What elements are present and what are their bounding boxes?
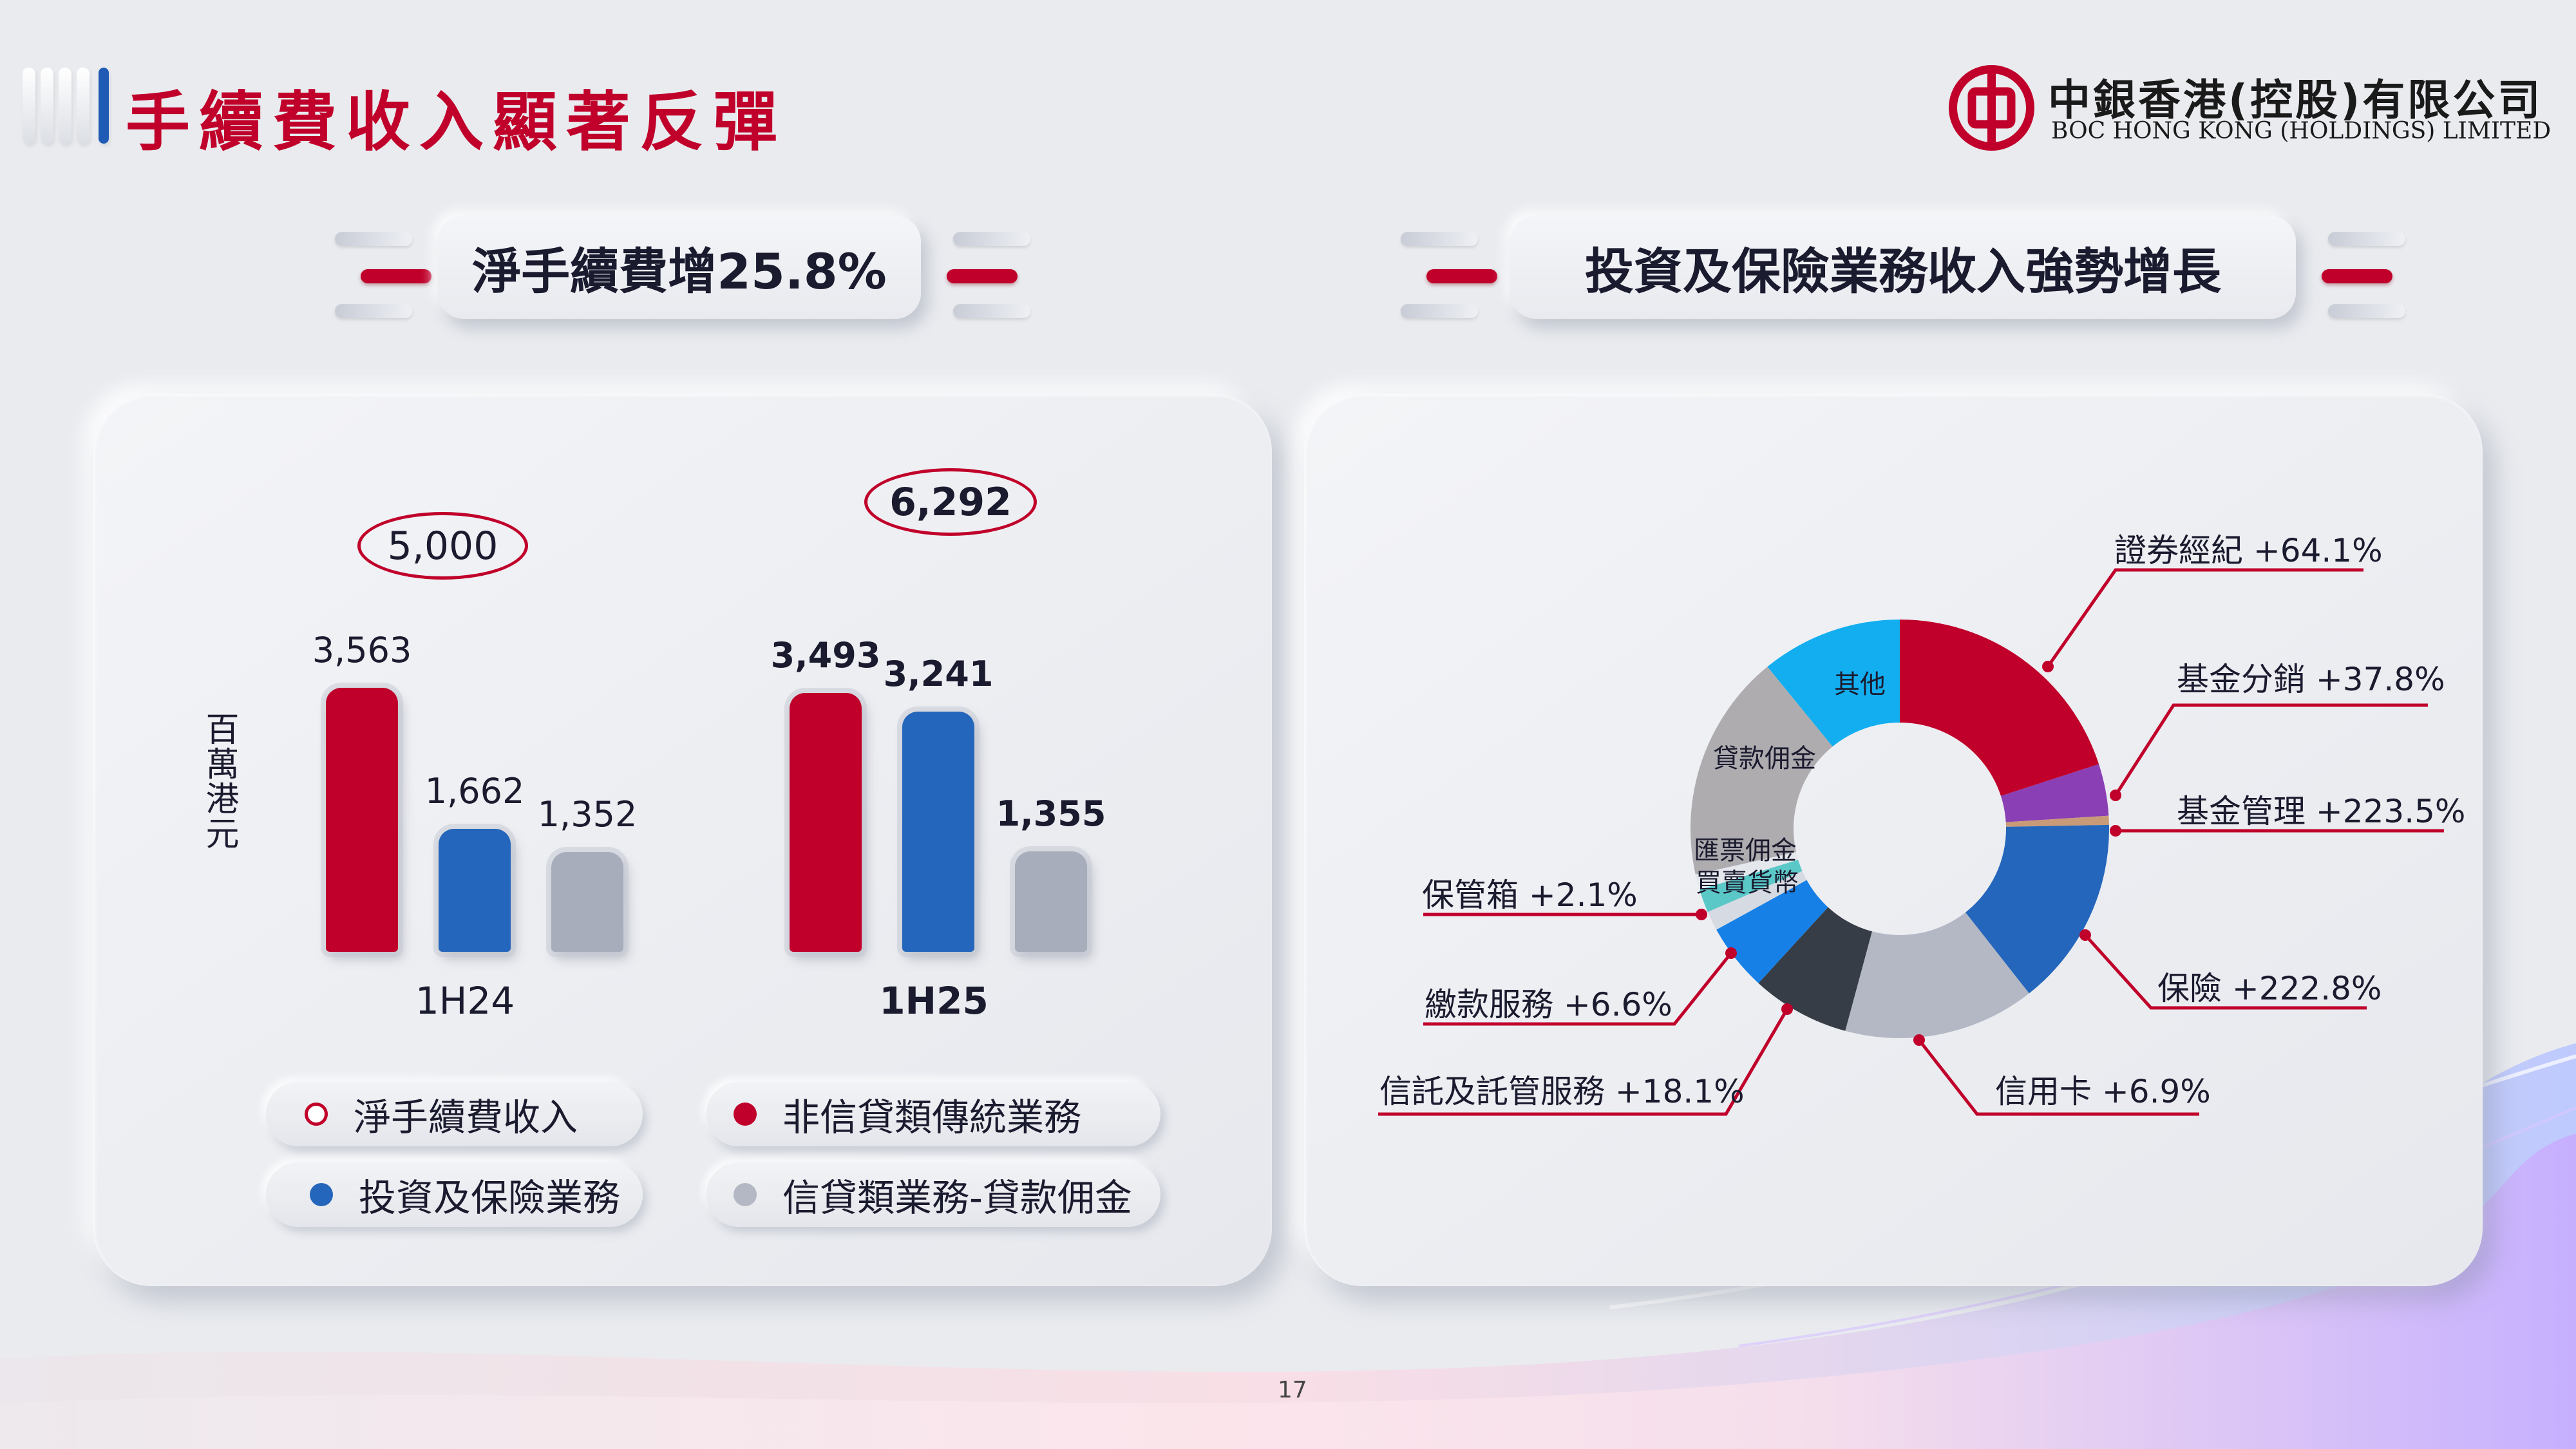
callout-line <box>2046 568 2363 668</box>
callout-line <box>1423 952 1732 1026</box>
legend-label: 淨手續費收入 <box>354 1095 578 1139</box>
donut-segment-1 <box>1900 620 2099 797</box>
donut-label: 信用卡 +6.9% <box>1995 1073 2211 1110</box>
y-axis-label: 百萬港元 <box>200 712 238 851</box>
bar-1h24-series-1 <box>326 688 398 952</box>
callout-dot <box>1913 1034 1925 1046</box>
callout-dot <box>2079 929 2091 941</box>
callout-line <box>2084 934 2367 1010</box>
donut-label: 基金分銷 +37.8% <box>2177 661 2445 698</box>
donut-segment-4 <box>1965 824 2110 994</box>
callout-dot <box>2110 825 2121 837</box>
callout-line <box>1378 1008 1789 1116</box>
legend-non-credit-traditional: 非信貸類傳統業務 <box>706 1082 1160 1146</box>
legend-hollow-dot-icon <box>305 1103 328 1126</box>
company-name-chinese: 中銀香港(控股)有限公司 <box>2048 75 2543 125</box>
callout-dot <box>1781 1003 1793 1015</box>
legend-label: 投資及保險業務 <box>359 1176 621 1220</box>
total-label-1h24: 5,000 <box>357 512 528 580</box>
bar-value-label: 1,352 <box>537 793 638 835</box>
callout-dot <box>1725 947 1737 959</box>
bar-value-label: 1,355 <box>996 793 1106 835</box>
heading-decoration-left <box>1401 232 1504 322</box>
bar-value-label: 3,563 <box>312 630 412 671</box>
page-title: 手續費收入顯著反彈 <box>126 84 786 160</box>
donut-label: 保管箱 +2.1% <box>1422 876 1638 914</box>
right-section-heading: 投資及保險業務收入強勢增長 <box>1510 216 2296 319</box>
callout-dot <box>2042 661 2054 672</box>
donut-segment-10 <box>1695 851 1799 890</box>
bar-1h24-series-3 <box>551 851 623 952</box>
legend-net-fee-income: 淨手續費收入 <box>266 1082 643 1146</box>
donut-segment-8 <box>1707 871 1807 930</box>
segment-label-loan-commission: 貸款佣金 <box>1713 744 1816 773</box>
donut-segment-11 <box>1690 667 1833 875</box>
total-label-1h25: 6,292 <box>864 468 1037 536</box>
donut-segment-7 <box>1716 880 1828 983</box>
bar-value-label: 1,662 <box>424 770 525 811</box>
title-decoration-bars <box>23 68 113 145</box>
donut-segment-3 <box>2005 815 2109 827</box>
donut-label: 基金管理 +223.5% <box>2177 793 2466 830</box>
segment-label-currency-exchange: 買賣貨幣 <box>1696 868 1799 898</box>
donut-segment-5 <box>1845 912 2029 1038</box>
bar-1h25-series-2 <box>902 712 974 952</box>
callout-dot <box>2110 790 2121 801</box>
legend-label: 信貸類業務-貸款佣金 <box>782 1176 1132 1220</box>
bar-1h25-series-3 <box>1015 851 1087 952</box>
legend-grey-dot-icon <box>734 1183 757 1206</box>
legend-investment-insurance: 投資及保險業務 <box>266 1162 643 1227</box>
bar-value-label: 3,241 <box>883 654 994 695</box>
legend-blue-dot-icon <box>310 1183 333 1206</box>
page-number: 17 <box>1278 1377 1307 1403</box>
segment-label-others: 其他 <box>1834 670 1886 699</box>
donut-segment-12 <box>1767 620 1900 747</box>
bar-value-label: 3,493 <box>770 635 881 676</box>
x-tick-1h24: 1H24 <box>415 979 515 1023</box>
bar-1h25-series-1 <box>790 693 862 952</box>
investment-insurance-panel <box>1304 394 2483 1286</box>
bar-1h24-series-2 <box>439 828 511 952</box>
segment-label-draft-commission: 匯票佣金 <box>1694 836 1797 866</box>
heading-decoration-right <box>947 232 1050 322</box>
legend-loan-commission: 信貸類業務-貸款佣金 <box>706 1162 1160 1227</box>
x-tick-1h25: 1H25 <box>879 979 989 1023</box>
donut-segment-9 <box>1700 860 1803 913</box>
donut-label: 證券經紀 +64.1% <box>2114 532 2383 569</box>
boc-logo-icon <box>1949 65 2034 151</box>
callout-line <box>2114 703 2428 797</box>
left-section-heading: 淨手續費增25.8% <box>438 216 921 319</box>
heading-decoration-left <box>335 232 438 322</box>
donut-label: 保險 +222.8% <box>2157 970 2382 1007</box>
donut-segment-2 <box>2000 764 2109 822</box>
legend-red-dot-icon <box>734 1103 757 1126</box>
callout-line <box>1918 1039 2199 1116</box>
donut-segment-6 <box>1758 907 1872 1031</box>
company-name-english: BOC HONG KONG (HOLDINGS) LIMITED <box>2051 118 2552 144</box>
legend-label: 非信貸類傳統業務 <box>782 1095 1082 1139</box>
heading-decoration-right <box>2322 232 2425 322</box>
donut-label: 信託及託管服務 +18.1% <box>1379 1073 1745 1110</box>
callout-dot <box>1696 909 1707 920</box>
donut-label: 繳款服務 +6.6% <box>1425 986 1672 1023</box>
